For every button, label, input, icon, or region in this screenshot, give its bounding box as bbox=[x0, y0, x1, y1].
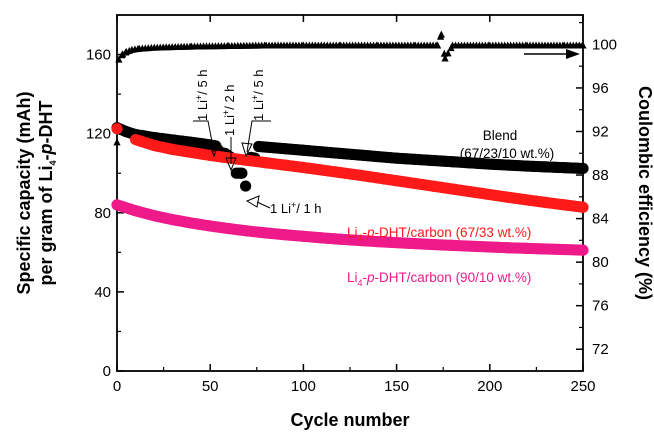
data-point bbox=[577, 244, 589, 256]
y-left-tick-label: 0 bbox=[103, 363, 111, 380]
series-3 bbox=[113, 30, 587, 146]
data-point bbox=[577, 162, 589, 175]
y-right-tick-label: 100 bbox=[592, 36, 617, 53]
y-right-tick-label: 88 bbox=[592, 167, 609, 184]
right-axis-arrow bbox=[524, 49, 580, 59]
series-1 bbox=[111, 123, 589, 213]
data-point bbox=[441, 54, 449, 62]
svg-text:per gram of Li4-p-DHT: per gram of Li4-p-DHT bbox=[36, 100, 58, 285]
data-point bbox=[111, 123, 123, 135]
data-point bbox=[577, 201, 589, 213]
y-left-tick-label: 120 bbox=[86, 126, 111, 143]
rate-annotation-2h: 1 Li+/ 2 h bbox=[221, 84, 237, 172]
pink-series-label: Li4-p-DHT/carbon (90/10 wt.%) bbox=[347, 270, 531, 288]
y-right-tick-label: 92 bbox=[592, 123, 609, 140]
y-right-tick-label: 80 bbox=[592, 254, 609, 271]
y-right-tick-label: 72 bbox=[592, 341, 609, 358]
axis-ticks: 0 50 100 150 200 250 0 40 80 120 160 72 76 80 84 88 92 96… bbox=[86, 15, 617, 395]
data-point bbox=[113, 138, 121, 146]
svg-text:1 Li+/ 2 h: 1 Li+/ 2 h bbox=[221, 84, 237, 136]
series-layer bbox=[111, 30, 589, 256]
y-left-tick-label: 160 bbox=[86, 47, 111, 64]
x-tick-label: 0 bbox=[113, 378, 121, 395]
data-point bbox=[115, 55, 123, 63]
data-point bbox=[236, 167, 248, 179]
data-point bbox=[579, 41, 587, 49]
x-axis-title: Cycle number bbox=[290, 410, 409, 430]
data-point bbox=[437, 30, 445, 38]
x-tick-label: 100 bbox=[291, 378, 316, 395]
y-left-tick-label: 80 bbox=[94, 205, 111, 222]
y-axis-title-left: Specific capacity (mAh) per gram of Li4-… bbox=[14, 91, 58, 294]
y-axis-title-right: Coulombic efficiency (%) bbox=[635, 86, 654, 300]
svg-text:Specific capacity (mAh): Specific capacity (mAh) bbox=[14, 91, 34, 294]
rate-annotation-5h-first: 1 Li+/ 5 h bbox=[193, 69, 220, 158]
red-series-label: Li4-p-DHT/carbon (67/33 wt.%) bbox=[347, 225, 531, 243]
series-0 bbox=[111, 122, 589, 192]
y-right-tick-label: 96 bbox=[592, 80, 609, 97]
x-tick-label: 150 bbox=[384, 378, 409, 395]
data-point bbox=[240, 180, 252, 192]
rate-annotation-5h-second: 1 Li+/ 5 h bbox=[241, 69, 271, 158]
svg-text:(67/23/10 wt.%): (67/23/10 wt.%) bbox=[460, 146, 555, 161]
svg-text:1 Li+/ 5 h: 1 Li+/ 5 h bbox=[194, 69, 210, 121]
data-point-fill bbox=[444, 49, 452, 57]
y-right-tick-label: 84 bbox=[592, 211, 609, 228]
svg-text:1 Li+/ 5 h: 1 Li+/ 5 h bbox=[250, 69, 266, 121]
svg-text:1 Li+/ 1 h: 1 Li+/ 1 h bbox=[270, 200, 322, 216]
data-point bbox=[434, 41, 442, 49]
blend-label: Blend (67/23/10 wt.%) bbox=[460, 128, 555, 161]
y-right-tick-label: 76 bbox=[592, 298, 609, 315]
x-tick-label: 50 bbox=[202, 378, 219, 395]
svg-text:Blend: Blend bbox=[483, 128, 518, 143]
series-2 bbox=[111, 199, 589, 256]
x-tick-label: 200 bbox=[477, 378, 502, 395]
y-left-tick-label: 40 bbox=[94, 284, 111, 301]
rate-annotation-1h: 1 Li+/ 1 h bbox=[245, 195, 322, 216]
x-tick-label: 250 bbox=[570, 378, 595, 395]
